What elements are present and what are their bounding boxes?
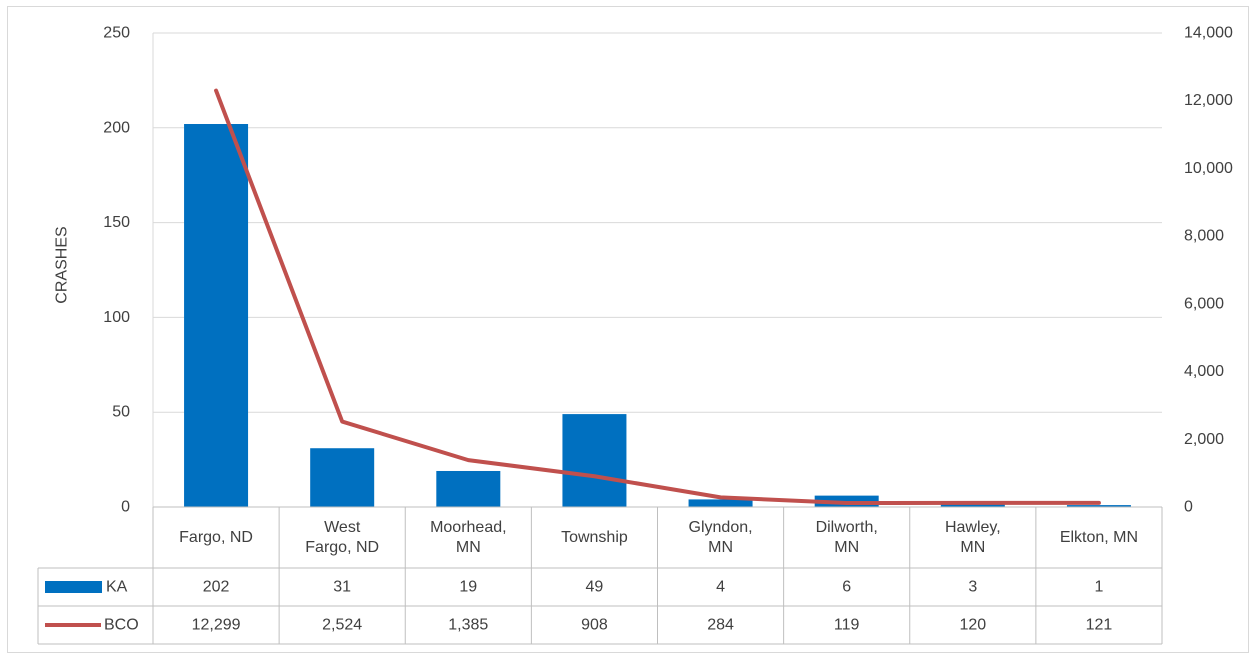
y2-axis-tick-label: 2,000 — [1184, 431, 1224, 448]
y2-axis-tick-label: 0 — [1184, 499, 1193, 516]
y-axis-tick-label: 100 — [103, 309, 130, 326]
x-category-label: MN — [960, 539, 985, 556]
table-value-bco: 121 — [1086, 617, 1113, 634]
x-category-label: Moorhead, — [430, 519, 507, 536]
x-category-label: Hawley, — [945, 519, 1001, 536]
y-axis-tick-label: 50 — [112, 404, 130, 421]
x-category-label: MN — [708, 539, 733, 556]
bar-ka — [688, 499, 753, 507]
y2-axis-tick-label: 10,000 — [1184, 160, 1233, 177]
x-category-label: Glyndon, — [689, 519, 753, 536]
x-category-label: Township — [561, 529, 628, 546]
x-category-label: Fargo, ND — [179, 529, 253, 546]
x-category-label: West — [324, 519, 361, 536]
table-value-ka: 3 — [968, 579, 977, 596]
table-value-ka: 202 — [203, 579, 230, 596]
bar-ka — [1066, 505, 1131, 507]
x-category-label: MN — [456, 539, 481, 556]
y-axis-tick-label: 250 — [103, 25, 130, 42]
table-value-bco: 1,385 — [448, 617, 488, 634]
bar-ka — [184, 124, 249, 508]
legend-label-bco: BCO — [104, 617, 139, 634]
table-value-ka: 31 — [333, 579, 351, 596]
x-category-label: Elkton, MN — [1060, 529, 1138, 546]
bar-ka — [310, 448, 375, 507]
chart-border — [7, 6, 1249, 653]
bar-ka — [436, 470, 501, 507]
y2-axis-tick-label: 6,000 — [1184, 295, 1224, 312]
y2-axis-tick-label: 12,000 — [1184, 92, 1233, 109]
y-axis-tick-label: 200 — [103, 119, 130, 136]
y-axis-tick-label: 150 — [103, 214, 130, 231]
table-value-ka: 6 — [842, 579, 851, 596]
y2-axis-tick-label: 4,000 — [1184, 363, 1224, 380]
bar-ka — [562, 414, 627, 507]
table-value-bco: 12,299 — [192, 617, 241, 634]
table-value-bco: 908 — [581, 617, 608, 634]
y-axis-title: CRASHES — [54, 226, 71, 303]
table-value-bco: 120 — [959, 617, 986, 634]
x-category-label: MN — [834, 539, 859, 556]
table-value-ka: 49 — [586, 579, 604, 596]
y2-axis-tick-label: 14,000 — [1184, 25, 1233, 42]
table-value-ka: 19 — [459, 579, 477, 596]
line-bco — [214, 88, 1101, 505]
y2-axis-tick-label: 8,000 — [1184, 228, 1224, 245]
legend-label-ka: KA — [106, 579, 128, 596]
x-category-label: Dilworth, — [816, 519, 878, 536]
table-value-bco: 284 — [707, 617, 734, 634]
table-value-ka: 1 — [1094, 579, 1103, 596]
table-value-ka: 4 — [716, 579, 725, 596]
x-category-label: Fargo, ND — [305, 539, 379, 556]
y-axis-tick-label: 0 — [121, 499, 130, 516]
legend-key-ka — [45, 581, 102, 593]
table-value-bco: 119 — [834, 617, 860, 634]
table-value-bco: 2,524 — [322, 617, 362, 634]
